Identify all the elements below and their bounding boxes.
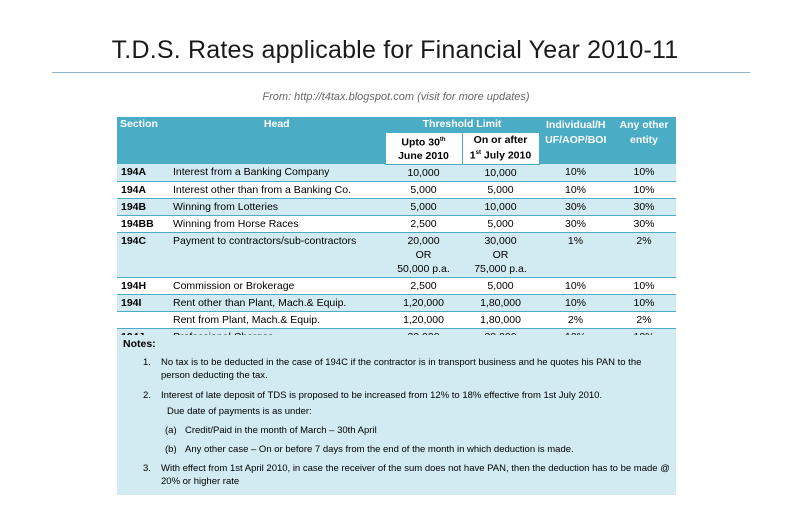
- cell-upto: 10,000: [385, 164, 462, 182]
- header-after-b: July 2010: [483, 149, 532, 162]
- cell-upto-line3: 50,000 p.a.: [397, 262, 450, 275]
- cell-other: 10%: [612, 164, 676, 182]
- table-row: 194H Commission or Brokerage 2,500 5,000…: [117, 277, 676, 295]
- cell-head: Interest other than from a Banking Co.: [169, 181, 385, 199]
- header-individual-label: Individual/HUF/AOP/BOI: [545, 119, 607, 146]
- cell-upto: 2,500: [385, 215, 462, 233]
- cell-head: Commission or Brokerage: [169, 277, 385, 295]
- title-divider: [52, 72, 750, 73]
- sub-note-text: Credit/Paid in the month of March – 30th…: [185, 425, 377, 436]
- header-upto-sup: th: [439, 137, 446, 143]
- cell-individual: 10%: [539, 277, 612, 295]
- note-text: Interest of late deposit of TDS is propo…: [161, 390, 603, 401]
- notes-heading: Notes:: [123, 338, 156, 350]
- cell-head: Interest from a Banking Company: [169, 164, 385, 182]
- source-note: From: http://t4tax.blogspot.com (visit f…: [262, 91, 530, 103]
- cell-head: Rent from Plant, Mach.& Equip.: [169, 311, 385, 329]
- sub-note-item: (b) Any other case – On or before 7 days…: [123, 443, 670, 456]
- cell-upto: 1,20,000: [385, 311, 462, 329]
- cell-individual: 30%: [539, 215, 612, 233]
- cell-upto: 5,000: [385, 181, 462, 199]
- cell-after-line3: 75,000 p.a.: [474, 262, 527, 275]
- cell-after: 5,000: [462, 181, 539, 199]
- sub-note-number: (a): [165, 425, 177, 436]
- cell-other: 10%: [612, 181, 676, 199]
- note-number: 1.: [143, 357, 151, 368]
- cell-upto: 20,000 OR 50,000 p.a.: [385, 232, 462, 278]
- header-head: Head: [169, 117, 385, 164]
- cell-section: 194I: [117, 294, 169, 312]
- cell-after: 30,000 OR 75,000 p.a.: [462, 232, 539, 278]
- cell-section: 194H: [117, 277, 169, 295]
- due-date-intro: Due date of payments is as under:: [167, 406, 312, 417]
- cell-after: 5,000: [462, 277, 539, 295]
- sub-note-number: (b): [165, 444, 177, 455]
- header-after-sup: st: [475, 150, 481, 156]
- table-row: 194A Interest from a Banking Company 10,…: [117, 164, 676, 182]
- cell-head: Rent other than Plant, Mach.& Equip.: [169, 294, 385, 312]
- header-individual: Individual/HUF/AOP/BOI: [539, 117, 612, 164]
- cell-section: [117, 311, 169, 329]
- cell-head: Winning from Lotteries: [169, 198, 385, 216]
- header-after-num: 1: [469, 149, 476, 162]
- header-upto-b: June 2010: [398, 149, 449, 162]
- cell-head: Winning from Horse Races: [169, 215, 385, 233]
- cell-upto: 2,500: [385, 277, 462, 295]
- cell-after: 5,000: [462, 215, 539, 233]
- cell-individual: 1%: [539, 232, 612, 278]
- cell-upto-line1: 20,000: [407, 234, 440, 247]
- cell-section: 194A: [117, 164, 169, 182]
- cell-upto: 5,000: [385, 198, 462, 216]
- cell-other: 30%: [612, 215, 676, 233]
- header-upto-a: Upto 30: [401, 136, 440, 149]
- header-on-or-after-1-july: On or after 1st July 2010: [461, 132, 540, 165]
- note-item: 2. Interest of late deposit of TDS is pr…: [123, 389, 670, 402]
- note-text: No tax is to be deducted in the case of …: [161, 357, 642, 381]
- sub-note-item: (a) Credit/Paid in the month of March – …: [123, 424, 670, 437]
- cell-other: 10%: [612, 294, 676, 312]
- cell-section: 194BB: [117, 215, 169, 233]
- cell-upto: 1,20,000: [385, 294, 462, 312]
- page-title: T.D.S. Rates applicable for Financial Ye…: [111, 36, 679, 64]
- cell-section: 194C: [117, 232, 169, 278]
- cell-upto-line2: OR: [415, 248, 432, 261]
- cell-head: Payment to contractors/sub-contractors: [169, 232, 385, 278]
- cell-other: 30%: [612, 198, 676, 216]
- header-section: Section: [117, 117, 169, 164]
- table-row: Rent from Plant, Mach.& Equip. 1,20,000 …: [117, 311, 676, 329]
- cell-after: 10,000: [462, 198, 539, 216]
- cell-after: 1,80,000: [462, 311, 539, 329]
- cell-after: 1,80,000: [462, 294, 539, 312]
- cell-individual: 10%: [539, 294, 612, 312]
- cell-other: 10%: [612, 277, 676, 295]
- table-row: 194B Winning from Lotteries 5,000 10,000…: [117, 198, 676, 216]
- cell-individual: 10%: [539, 181, 612, 199]
- tds-rates-table: Section Head Threshold Limit Individual/…: [117, 117, 676, 346]
- table-row: 194C Payment to contractors/sub-contract…: [117, 232, 676, 278]
- header-threshold: Threshold Limit: [385, 117, 539, 133]
- note-number: 2.: [143, 390, 151, 401]
- cell-section: 194B: [117, 198, 169, 216]
- cell-individual: 10%: [539, 164, 612, 182]
- cell-section: 194A: [117, 181, 169, 199]
- header-after-a: On or after: [473, 134, 528, 146]
- note-item: 1. No tax is to be deducted in the case …: [123, 356, 670, 382]
- table-row: 194BB Winning from Horse Races 2,500 5,0…: [117, 215, 676, 233]
- header-other-entity: Any other entity: [612, 117, 676, 164]
- cell-after-line2: OR: [492, 248, 509, 261]
- header-upto-30-june: Upto 30th June 2010: [384, 132, 463, 165]
- cell-after-line1: 30,000: [484, 234, 517, 247]
- table-row: 194A Interest other than from a Banking …: [117, 181, 676, 199]
- note-number: 3.: [143, 463, 151, 474]
- cell-other: 2%: [612, 232, 676, 278]
- notes-panel: Notes: 1. No tax is to be deducted in th…: [117, 335, 676, 495]
- sub-note-text: Any other case – On or before 7 days fro…: [185, 444, 574, 455]
- cell-individual: 30%: [539, 198, 612, 216]
- note-item: 3. With effect from 1st April 2010, in c…: [123, 462, 670, 488]
- cell-after: 10,000: [462, 164, 539, 182]
- table-row: 194I Rent other than Plant, Mach.& Equip…: [117, 294, 676, 312]
- cell-other: 2%: [612, 311, 676, 329]
- cell-individual: 2%: [539, 311, 612, 329]
- note-text: With effect from 1st April 2010, in case…: [161, 463, 670, 487]
